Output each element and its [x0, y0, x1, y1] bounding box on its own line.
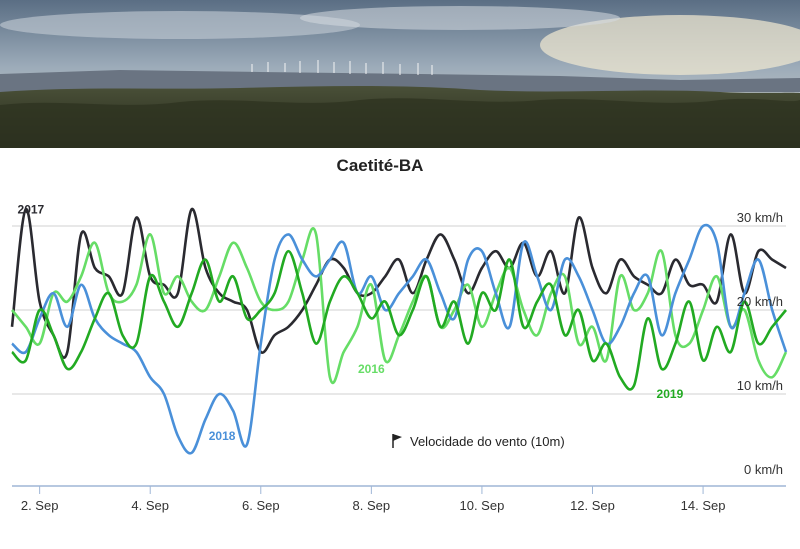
x-tick-label: 14. Sep	[681, 498, 726, 513]
x-axis: 2. Sep 4. Sep 6. Sep 8. Sep 10. Sep 12. Sep 14…	[12, 485, 786, 513]
y-axis-labels: 0 km/h 10 km/h 20 km/h 30 km/h	[737, 210, 783, 477]
x-tick-label: 10. Sep	[460, 498, 505, 513]
y-tick-label: 10 km/h	[737, 378, 783, 393]
x-tick-label: 8. Sep	[353, 498, 391, 513]
series-label-2017: 2017	[18, 202, 45, 216]
series-label-2018: 2018	[209, 429, 236, 443]
legend-label: Velocidade do vento (10m)	[410, 434, 565, 449]
landscape-photo-banner	[0, 0, 800, 148]
y-tick-label: 20 km/h	[737, 294, 783, 309]
wind-speed-chart: 2. Sep 4. Sep 6. Sep 8. Sep 10. Sep 12. Sep 14…	[10, 202, 788, 513]
series-label-2016: 2016	[358, 362, 385, 376]
series-labels: 2017 2016 2018 2019	[18, 202, 684, 443]
legend[interactable]: Velocidade do vento (10m)	[392, 434, 565, 449]
y-tick-label: 0 km/h	[744, 462, 783, 477]
series-lines	[10, 207, 788, 455]
series-line-2019[interactable]	[11, 249, 788, 391]
series-line-2017[interactable]	[10, 207, 787, 359]
x-tick-label: 6. Sep	[242, 498, 280, 513]
x-tick-label: 2. Sep	[21, 498, 59, 513]
wind-farm-landscape-image	[0, 0, 800, 148]
y-tick-label: 30 km/h	[737, 210, 783, 225]
x-tick-label: 12. Sep	[570, 498, 615, 513]
x-tick-label: 4. Sep	[131, 498, 169, 513]
series-line-2018[interactable]	[11, 223, 788, 455]
series-label-2019: 2019	[657, 387, 684, 401]
chart-title: Caetité-BA	[336, 156, 424, 175]
flag-icon	[392, 434, 402, 448]
